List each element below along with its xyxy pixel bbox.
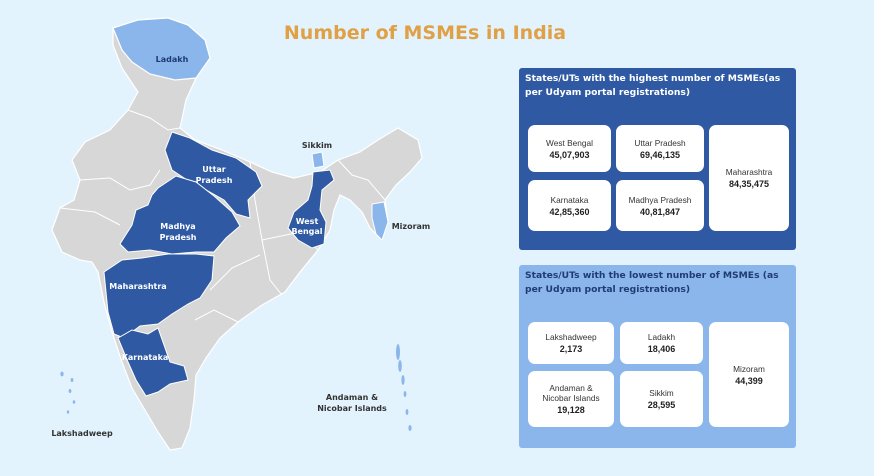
lowest-msme-panel: States/UTs with the lowest number of MSM… [519, 265, 796, 448]
label-karnataka: Karnataka [122, 353, 169, 362]
card-value: 40,81,847 [639, 206, 681, 217]
card-karnataka: Karnataka 42,85,360 [528, 180, 611, 231]
label-sikkim: Sikkim [302, 141, 332, 150]
label-west-bengal-line1: West [296, 217, 319, 226]
card-andaman-nicobar: Andaman & Nicobar Islands 19,128 [528, 371, 614, 427]
highest-msme-panel: States/UTs with the highest number of MS… [519, 68, 796, 250]
card-uttar-pradesh: Uttar Pradesh 69,46,135 [616, 125, 704, 172]
card-name: Mizoram [733, 363, 765, 374]
card-value: 18,406 [647, 344, 676, 354]
card-name: Ladakh [647, 332, 676, 342]
andaman-nicobar-islands [396, 344, 412, 431]
sikkim-region [311, 151, 325, 169]
label-andaman-line2: Nicobar Islands [317, 404, 387, 413]
label-uttar-pradesh-line1: Uttar [202, 165, 226, 174]
label-uttar-pradesh-line2: Pradesh [196, 176, 233, 185]
card-value: 84,35,475 [728, 179, 770, 189]
card-name: Madhya Pradesh [628, 194, 692, 205]
card-west-bengal: West Bengal 45,07,903 [528, 125, 611, 172]
highest-panel-title: States/UTs with the highest number of MS… [525, 73, 781, 98]
west-bengal-region [287, 169, 335, 249]
card-name: Andaman & Nicobar Islands [542, 383, 600, 403]
label-west-bengal-line2: Bengal [291, 227, 322, 236]
maharashtra-region [103, 253, 215, 339]
india-mainland [51, 17, 423, 451]
karnataka-region [117, 327, 189, 397]
label-ladakh: Ladakh [156, 55, 189, 64]
card-ladakh: Ladakh 18,406 [620, 322, 703, 364]
card-value: 19,128 [557, 405, 585, 415]
card-sikkim: Sikkim 28,595 [620, 371, 703, 427]
card-maharashtra: Maharashtra 84,35,475 [709, 125, 789, 231]
card-value: 69,46,135 [639, 149, 681, 160]
card-value: 45,07,903 [549, 149, 590, 160]
card-value: 44,399 [735, 375, 763, 386]
india-map: Ladakh Uttar Pradesh Madhya Pradesh Maha… [51, 17, 431, 451]
card-name: Karnataka [550, 194, 589, 205]
card-madhya-pradesh: Madhya Pradesh 40,81,847 [616, 180, 704, 231]
lakshadweep-islands [60, 371, 76, 414]
uttar-pradesh-region [164, 131, 263, 219]
card-mizoram: Mizoram 44,399 [709, 322, 789, 427]
madhya-pradesh-region [119, 175, 241, 255]
card-name: Lakshadweep [545, 332, 597, 342]
card-value: 2,173 [559, 344, 583, 354]
label-andaman-line1: Andaman & [326, 393, 378, 402]
label-madhya-pradesh-line1: Madhya [160, 222, 195, 231]
label-lakshadweep: Lakshadweep [51, 429, 113, 438]
mizoram-region [371, 201, 389, 241]
label-maharashtra: Maharashtra [109, 282, 166, 291]
card-name: Sikkim [649, 388, 674, 398]
map-title: Number of MSMEs in India [283, 22, 567, 44]
card-name: West Bengal [546, 137, 593, 148]
card-value: 42,85,360 [549, 206, 590, 217]
label-mizoram: Mizoram [392, 222, 431, 231]
card-value: 28,595 [647, 400, 676, 410]
card-lakshadweep: Lakshadweep 2,173 [528, 322, 614, 364]
card-name: Maharashtra [725, 167, 773, 177]
lowest-panel-title: States/UTs with the lowest number of MSM… [525, 270, 779, 295]
card-name: Uttar Pradesh [634, 137, 686, 148]
label-madhya-pradesh-line2: Pradesh [160, 233, 197, 242]
ladakh-region [112, 17, 211, 81]
